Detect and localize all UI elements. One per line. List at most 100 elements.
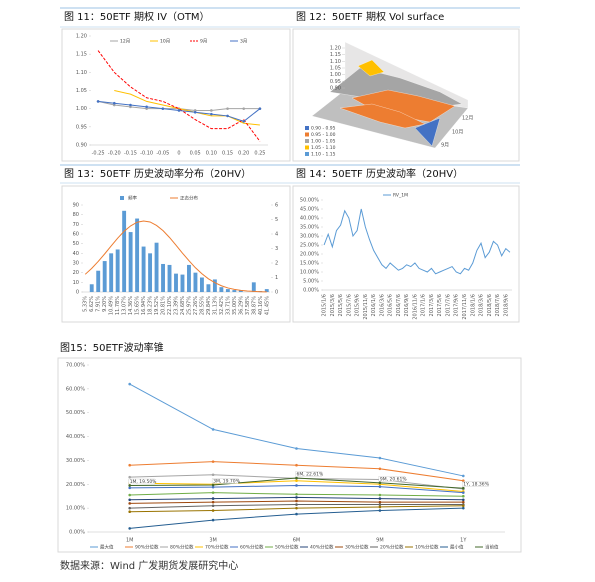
point: [295, 496, 298, 499]
y-tick-label: 45.00%: [300, 207, 319, 213]
legend-label: 10%分位数: [415, 544, 439, 551]
bar: [161, 263, 165, 292]
x-tick-label: 35.00%: [232, 296, 238, 315]
x-tick-label: 2015/1/6: [322, 294, 328, 316]
point: [378, 485, 382, 488]
y-tick-label: 1.10: [76, 70, 87, 76]
depth-label: 10月: [452, 130, 463, 136]
x-tick-label: 27.26%: [193, 296, 199, 315]
z-tick-label: 0.90: [330, 86, 341, 92]
y-tick-label: 25.00%: [300, 243, 319, 249]
surface-drawing: [311, 41, 469, 149]
legend-label: 3月: [240, 39, 247, 45]
y-tick-label: 50.00%: [66, 410, 85, 416]
legend-label: 最大值: [100, 544, 114, 551]
legend-swatch: [305, 132, 309, 137]
legend-label: 1.05 - 1.10: [311, 145, 336, 151]
point: [295, 484, 298, 487]
y-tick-label: 0.00%: [303, 288, 319, 294]
legend-swatch: [305, 139, 309, 143]
bar: [154, 242, 159, 292]
point: [211, 428, 215, 431]
x-tick-label: 9M: [376, 538, 384, 544]
legend-label: 80%分位数: [170, 544, 194, 551]
point: [378, 493, 382, 497]
point: [128, 498, 131, 502]
legend-label: 10月: [160, 39, 170, 45]
x-tick-label: 6M: [293, 538, 301, 544]
y-tick-label: 1.00: [76, 106, 87, 112]
legend-label: 1.00 - 1.05: [311, 139, 336, 145]
bar: [89, 284, 94, 292]
x-tick-label: 2018/5/6: [487, 294, 493, 316]
x-tick-label: 10.49%: [109, 296, 115, 315]
point: [295, 463, 298, 467]
point: [128, 484, 131, 487]
x-tick-label: 0: [177, 151, 180, 157]
x-tick-label: 32.42%: [219, 296, 225, 315]
point: [295, 447, 298, 450]
x-tick-label: 0.15: [222, 151, 233, 157]
x-tick-label: 2016/5/6: [388, 294, 394, 316]
x-tick-label: 24.68%: [180, 296, 186, 315]
y-tick-label: 10: [73, 280, 79, 286]
y-tick-label: 6: [275, 203, 278, 209]
legend-label: 70%分位数: [205, 544, 229, 551]
point: [210, 109, 213, 112]
point: [211, 483, 215, 487]
x-tick-label: 2015/5/6: [338, 294, 344, 316]
depth-label: 9月: [441, 143, 449, 149]
data-label-box: [211, 478, 239, 484]
data-label-box: [378, 476, 406, 482]
x-tick-label: -0.25: [92, 151, 105, 157]
legend-swatch: [305, 152, 309, 156]
x-tick-label: 7.91%: [96, 296, 102, 312]
chart-frame: [292, 185, 520, 323]
y-tick-label: 0.95: [76, 124, 87, 130]
series-line: [97, 50, 261, 142]
surface-patch: [414, 117, 441, 147]
x-tick-label: 2018/3/6: [479, 294, 485, 316]
data-label: 3M, 19.70%: [213, 479, 240, 485]
point: [295, 476, 298, 480]
legend-label: 60%分位数: [240, 544, 264, 551]
y-tick-label: 10.00%: [300, 270, 319, 276]
x-tick-label: 2017/5/6: [437, 294, 443, 316]
point: [193, 111, 197, 114]
x-tick-label: 1M: [126, 538, 134, 544]
y-tick-label: 35.00%: [300, 225, 319, 231]
legend-label: 20%分位数: [380, 544, 404, 551]
chart-frame: [61, 28, 291, 162]
x-tick-label: 19.52%: [154, 296, 160, 315]
x-tick-label: 2017/9/6: [454, 294, 460, 316]
point: [128, 463, 131, 467]
y-tick-label: 0: [76, 290, 79, 296]
x-tick-label: -0.15: [124, 151, 137, 157]
source-note: 数据来源：Wind 广发期货发展研究中心: [60, 559, 238, 572]
point: [211, 491, 215, 494]
point: [462, 486, 465, 490]
point: [211, 500, 215, 504]
bar: [122, 210, 127, 292]
surface-patch: [357, 59, 385, 77]
x-tick-label: 25.97%: [186, 296, 192, 315]
legend-label: 9月: [200, 39, 207, 45]
x-tick-label: 29.84%: [206, 296, 212, 315]
caption: 图 11：50ETF 期权 IV（OTM）: [64, 10, 210, 23]
point: [462, 498, 465, 502]
x-tick-label: 2017/11/6: [462, 294, 468, 320]
x-tick-label: 2015/11/6: [363, 294, 369, 320]
point: [242, 107, 246, 110]
bar: [193, 272, 198, 292]
point: [462, 491, 465, 494]
bar: [187, 264, 191, 292]
y-tick-label: 10.00%: [66, 506, 85, 512]
bar: [264, 289, 269, 292]
point: [295, 493, 298, 496]
y-tick-label: 90: [73, 203, 79, 209]
legend-swatch: [305, 126, 309, 130]
point: [128, 493, 131, 497]
y-tick-label: 30.00%: [300, 234, 319, 240]
legend-label: 40%分位数: [310, 544, 334, 551]
x-tick-label: 2016/9/6: [404, 294, 410, 316]
